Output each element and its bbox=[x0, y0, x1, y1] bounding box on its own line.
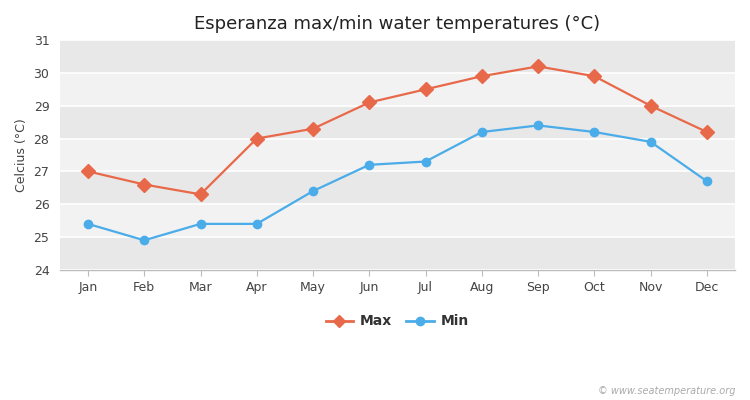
Bar bbox=[60, 106, 735, 138]
Bar bbox=[60, 204, 735, 237]
Line: Min: Min bbox=[83, 120, 712, 245]
Max bbox=[702, 130, 711, 134]
Bar bbox=[60, 138, 735, 171]
Min bbox=[702, 179, 711, 184]
Min bbox=[364, 162, 374, 167]
Min bbox=[252, 222, 261, 226]
Text: © www.seatemperature.org: © www.seatemperature.org bbox=[598, 386, 735, 396]
Max bbox=[421, 87, 430, 92]
Min bbox=[590, 130, 598, 134]
Bar bbox=[60, 237, 735, 270]
Max bbox=[308, 126, 317, 131]
Max bbox=[477, 74, 486, 79]
Bar bbox=[60, 73, 735, 106]
Min bbox=[646, 140, 655, 144]
Min bbox=[308, 189, 317, 194]
Min bbox=[196, 222, 205, 226]
Min bbox=[83, 222, 92, 226]
Line: Max: Max bbox=[83, 62, 712, 199]
Max bbox=[364, 100, 374, 105]
Max bbox=[140, 182, 148, 187]
Max bbox=[590, 74, 598, 79]
Bar bbox=[60, 40, 735, 73]
Min bbox=[421, 159, 430, 164]
Max bbox=[646, 103, 655, 108]
Min bbox=[533, 123, 542, 128]
Min bbox=[477, 130, 486, 134]
Title: Esperanza max/min water temperatures (°C): Esperanza max/min water temperatures (°C… bbox=[194, 15, 601, 33]
Max bbox=[252, 136, 261, 141]
Max bbox=[83, 169, 92, 174]
Legend: Max, Min: Max, Min bbox=[320, 309, 475, 334]
Bar bbox=[60, 171, 735, 204]
Min bbox=[140, 238, 148, 243]
Max bbox=[533, 64, 542, 69]
Max bbox=[196, 192, 205, 197]
Y-axis label: Celcius (°C): Celcius (°C) bbox=[15, 118, 28, 192]
